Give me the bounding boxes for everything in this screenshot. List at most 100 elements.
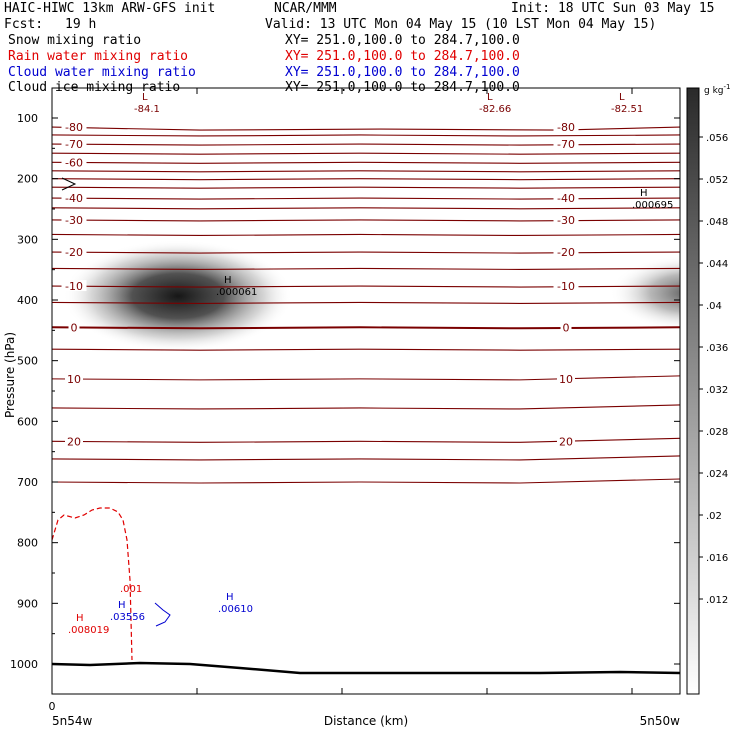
extremum-kind: H bbox=[118, 600, 126, 611]
x-origin-label: 0 bbox=[49, 700, 56, 713]
contour-label-bg bbox=[61, 138, 87, 150]
isotherm-contour bbox=[52, 455, 680, 461]
extremum-kind: H bbox=[76, 613, 84, 624]
extremum-value: .03556 bbox=[110, 612, 145, 623]
contour-label-bg bbox=[553, 192, 579, 204]
isotherm-contour bbox=[52, 170, 680, 173]
contour-label: -70 bbox=[65, 138, 83, 151]
y-tick-label: 100 bbox=[17, 112, 38, 125]
contour-label-bg bbox=[553, 280, 579, 292]
contour-label: -30 bbox=[65, 214, 83, 227]
contour-label: -10 bbox=[557, 280, 575, 293]
colorbar-tick-label: .044 bbox=[706, 259, 728, 270]
colorbar-tick-label: .04 bbox=[706, 301, 722, 312]
cloud-ice-shading-2 bbox=[610, 255, 680, 331]
header-fcst-label: Fcst: bbox=[4, 17, 44, 32]
isotherm-contour bbox=[52, 207, 680, 210]
contour-label: -40 bbox=[65, 192, 83, 205]
isotherm-contour bbox=[52, 251, 680, 254]
colorbar-tick-label: .056 bbox=[706, 133, 728, 144]
isotherm-contour bbox=[52, 186, 680, 189]
colorbar-tick-label: .028 bbox=[706, 427, 728, 438]
contour-label-bg bbox=[61, 280, 87, 292]
y-tick-label: 300 bbox=[17, 233, 38, 246]
extremum-value: -82.51 bbox=[611, 104, 643, 115]
rain-water-contour bbox=[52, 507, 133, 661]
isotherm-contour bbox=[52, 152, 680, 155]
colorbar-tick-label: .02 bbox=[706, 511, 722, 522]
contour-label: -80 bbox=[65, 121, 83, 134]
isotherm-contour bbox=[52, 233, 680, 237]
contour-label-bg bbox=[61, 213, 87, 225]
colorbar-unit: g kg-1 bbox=[704, 83, 730, 96]
contour-label: -20 bbox=[65, 246, 83, 259]
contour-label-bg bbox=[557, 372, 575, 384]
extremum-value: -84.1 bbox=[134, 104, 160, 115]
contour-label-bg bbox=[61, 246, 87, 258]
contour-label: 20 bbox=[559, 435, 573, 448]
extremum-kind: L bbox=[619, 92, 625, 103]
header-valid: Valid: 13 UTC Mon 04 May 15 (10 LST Mon … bbox=[265, 17, 657, 32]
snow-contour bbox=[61, 177, 77, 191]
x-axis-label: Distance (km) bbox=[324, 714, 408, 728]
contour-label-bg bbox=[560, 321, 572, 333]
header-fcst-value: 19 h bbox=[65, 17, 97, 32]
contour-label-bg bbox=[61, 192, 87, 204]
isotherm-contour bbox=[52, 143, 680, 146]
isotherm-contour bbox=[52, 126, 680, 131]
isotherm-contour bbox=[52, 348, 680, 351]
isotherm-contour bbox=[52, 267, 680, 271]
contour-label-bg bbox=[61, 156, 87, 168]
isotherm-contour bbox=[52, 197, 680, 200]
extremum-value: .000695 bbox=[632, 200, 673, 211]
y-tick-label: 700 bbox=[17, 476, 38, 489]
contour-label-bg bbox=[553, 246, 579, 258]
extremum-kind: L bbox=[487, 92, 493, 103]
contour-label: 10 bbox=[559, 373, 573, 386]
contour-label: -10 bbox=[65, 280, 83, 293]
contour-label-bg bbox=[65, 372, 83, 384]
field-cloudwater-name: Cloud water mixing ratio bbox=[8, 65, 196, 80]
isotherm-contour bbox=[52, 285, 680, 288]
x-right-label: 5n50w bbox=[640, 714, 681, 728]
y-tick-label: 1000 bbox=[10, 658, 38, 671]
isotherm-contour bbox=[52, 178, 680, 181]
extremum-value: .000061 bbox=[216, 287, 257, 298]
y-tick-label: 800 bbox=[17, 537, 38, 550]
colorbar-tick-label: .016 bbox=[706, 553, 728, 564]
contour-label-bg bbox=[553, 138, 579, 150]
contour-label: -20 bbox=[557, 246, 575, 259]
contour-label: 20 bbox=[67, 435, 81, 448]
isotherm-contour bbox=[52, 161, 680, 164]
header-title: HAIC-HIWC 13km ARW-GFS init bbox=[4, 1, 216, 16]
contour-label: 0 bbox=[563, 321, 570, 334]
isotherm-contour bbox=[52, 404, 680, 410]
extremum-kind: H bbox=[224, 275, 232, 286]
contour-label: -70 bbox=[557, 138, 575, 151]
header-init: Init: 18 UTC Sun 03 May 15 bbox=[511, 1, 715, 16]
y-tick-label: 900 bbox=[17, 597, 38, 610]
y-axis-label: Pressure (hPa) bbox=[3, 332, 17, 418]
isotherm-contour bbox=[52, 134, 680, 137]
field-rain-xy: XY= 251.0,100.0 to 284.7,100.0 bbox=[285, 49, 520, 64]
field-rain-name: Rain water mixing ratio bbox=[8, 49, 189, 64]
contour-label-bg bbox=[61, 121, 87, 133]
header-center: NCAR/MMM bbox=[274, 1, 337, 16]
contour-label-bg bbox=[553, 121, 579, 133]
y-tick-label: 600 bbox=[17, 415, 38, 428]
field-cloudwater-xy: XY= 251.0,100.0 to 284.7,100.0 bbox=[285, 65, 520, 80]
rain-contour-label: .001 bbox=[120, 584, 142, 595]
contour-label-bg bbox=[68, 321, 80, 333]
contour-label: 10 bbox=[67, 373, 81, 386]
colorbar-tick-label: .012 bbox=[706, 595, 728, 606]
contour-label: -60 bbox=[65, 156, 83, 169]
y-tick-label: 200 bbox=[17, 173, 38, 186]
isotherm-contour bbox=[52, 375, 680, 381]
cloud-ice-shading-1 bbox=[63, 240, 293, 352]
contour-label: -40 bbox=[557, 192, 575, 205]
extremum-kind: H bbox=[226, 592, 234, 603]
extremum-value: -82.66 bbox=[479, 104, 511, 115]
colorbar-tick-label: .024 bbox=[706, 469, 728, 480]
contour-label-bg bbox=[557, 435, 575, 447]
